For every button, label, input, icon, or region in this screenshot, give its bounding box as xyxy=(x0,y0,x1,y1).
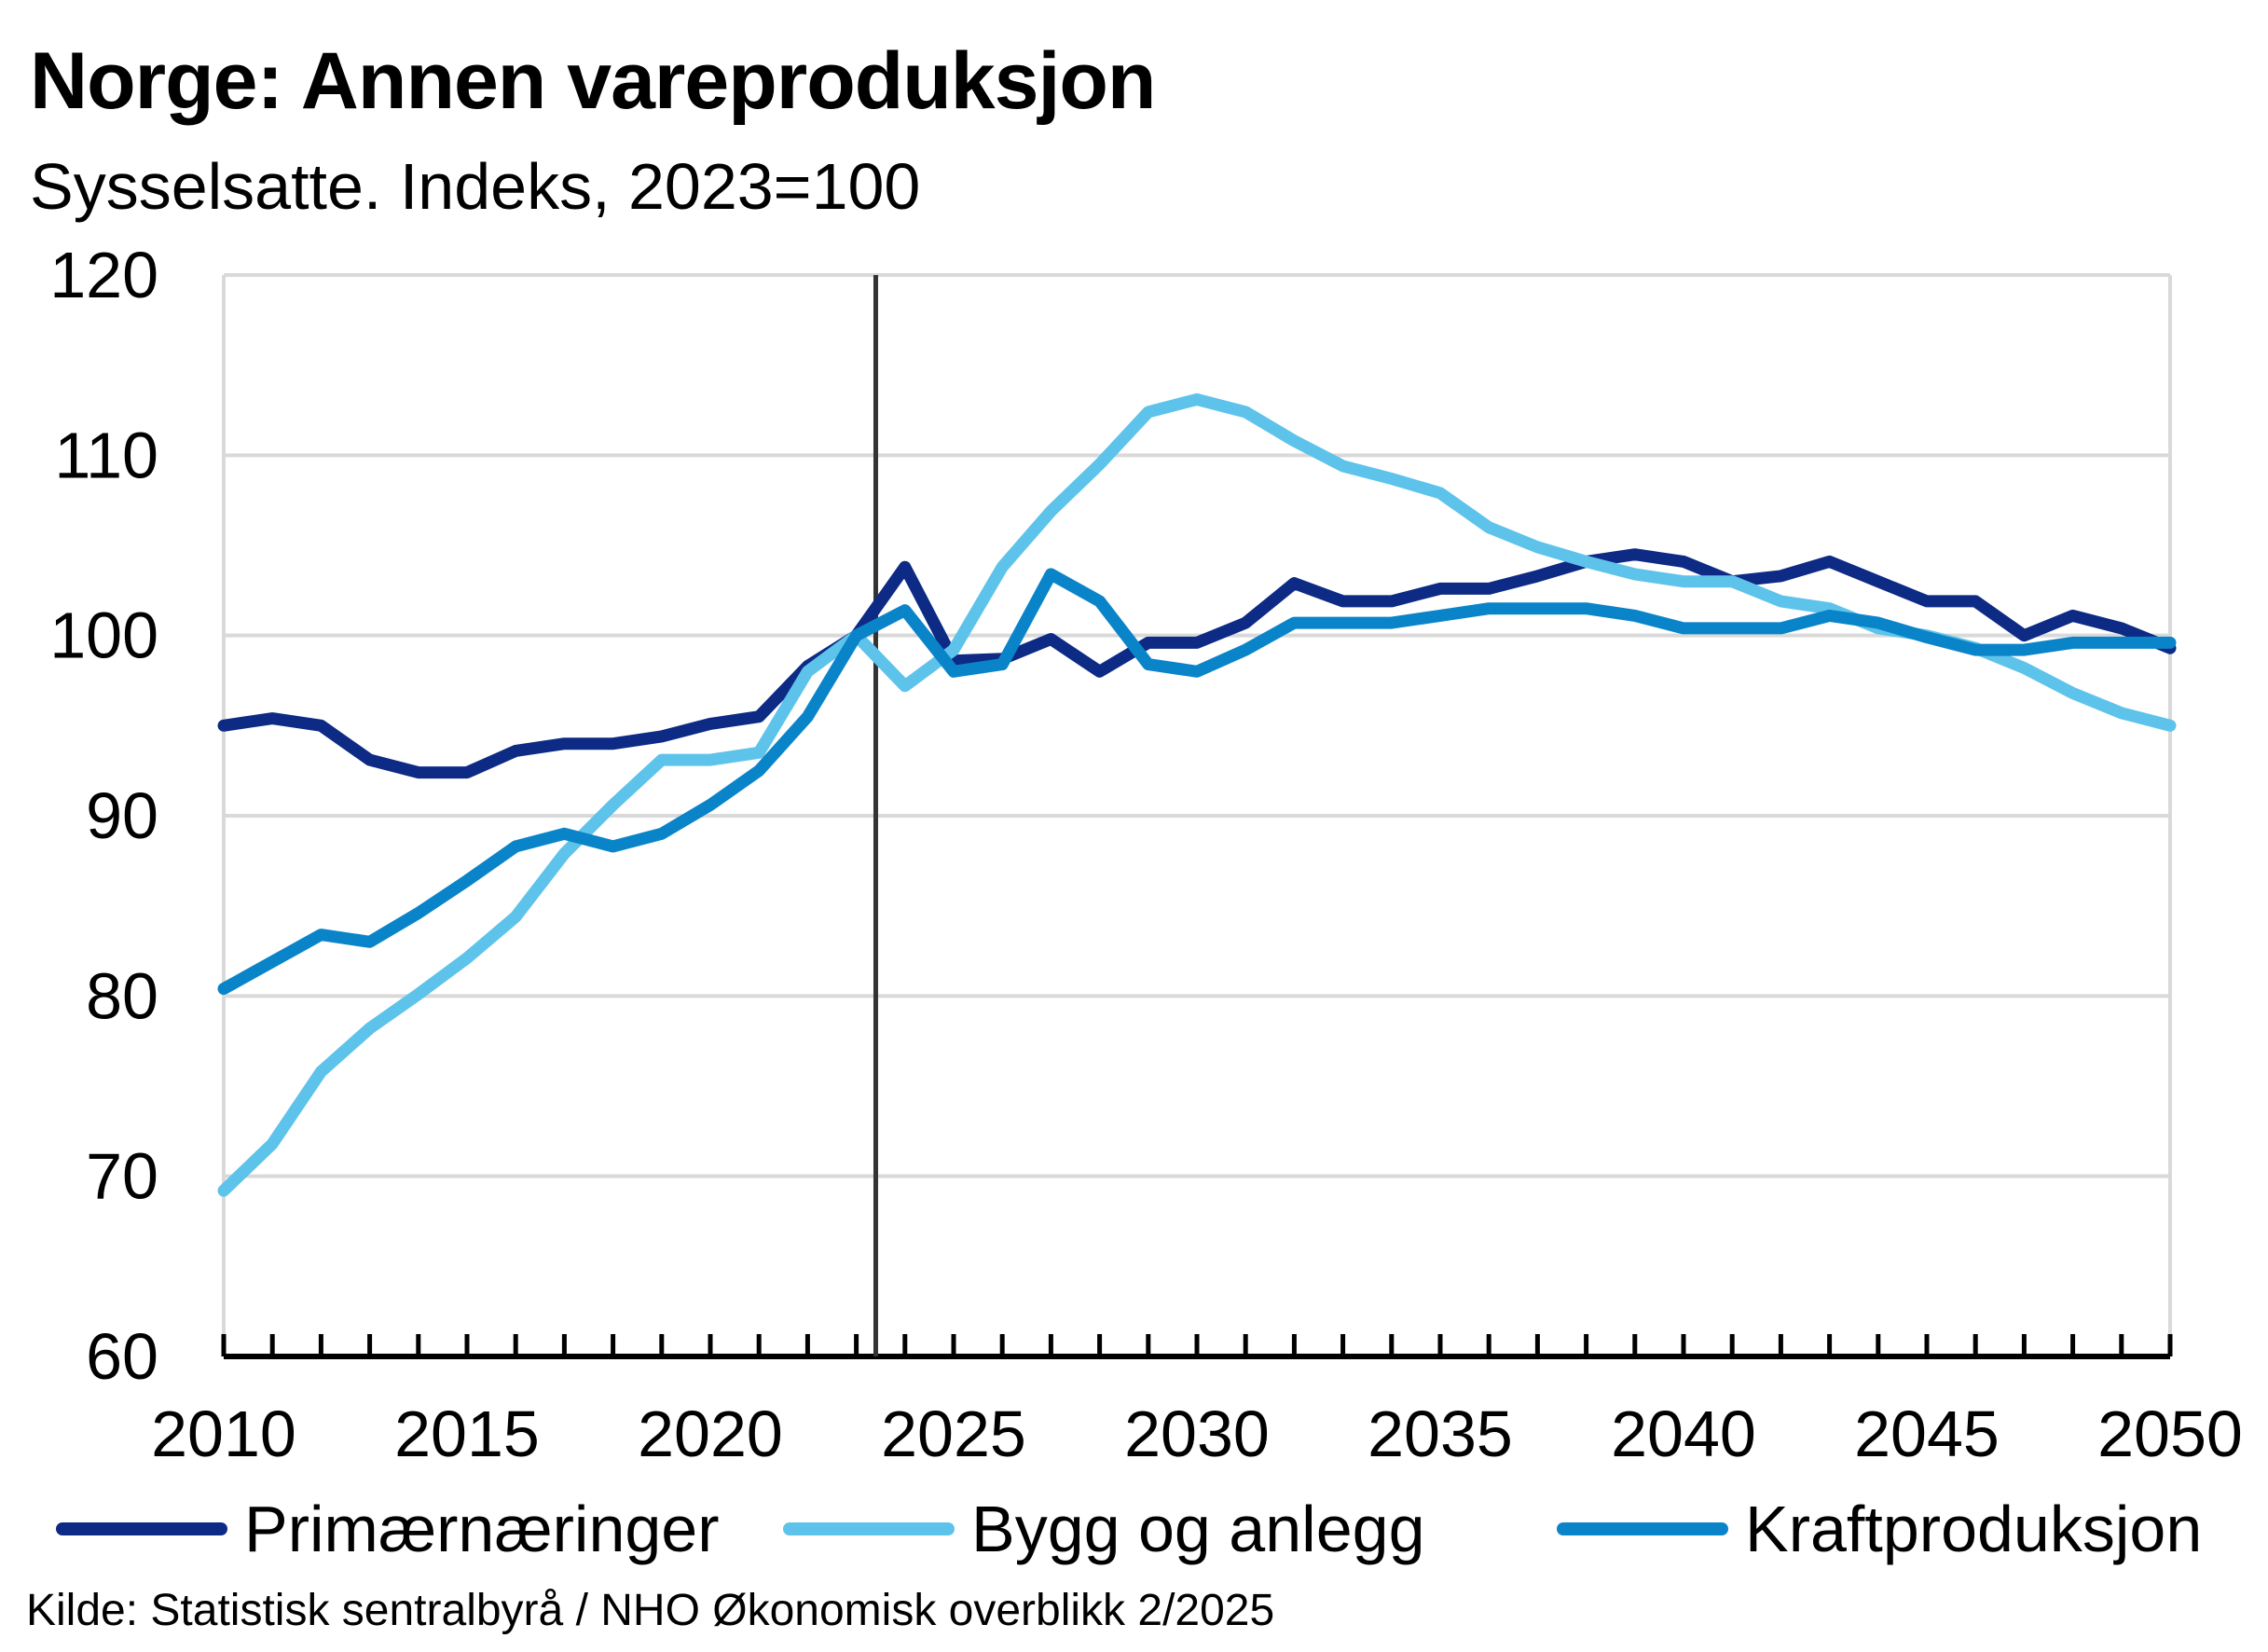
x-tick-label: 2035 xyxy=(1368,1397,1513,1470)
legend-item-kraftproduksjon: Kraftproduksjon xyxy=(1557,1492,2202,1566)
legend-item-bygg-og-anlegg: Bygg og anlegg xyxy=(783,1492,1425,1566)
y-tick-label: 80 xyxy=(86,959,158,1032)
series-lines xyxy=(217,392,2177,1197)
legend-label: Primærnæringer xyxy=(244,1493,720,1565)
y-tick-label: 120 xyxy=(49,239,158,311)
y-axis-tick-labels: 60 70 80 90 100 110 120 xyxy=(49,239,158,1393)
series-line-3 xyxy=(217,568,2177,996)
legend: Primærnæringer Bygg og anlegg Kraftprodu… xyxy=(56,1492,2268,1566)
series-line-2 xyxy=(217,392,2177,1197)
y-tick-label: 100 xyxy=(49,599,158,672)
chart-title: Norge: Annen vareproduksjon xyxy=(30,36,1156,126)
x-tick-label: 2040 xyxy=(1611,1397,1756,1470)
source-note: Kilde: Statistisk sentralbyrå / NHO Økon… xyxy=(26,1586,1275,1635)
x-axis-tick-labels: 2010 2015 2020 2025 2030 2035 2040 2045 2050 xyxy=(151,1397,2243,1470)
legend-label: Kraftproduksjon xyxy=(1745,1493,2203,1565)
x-tick-label: 2045 xyxy=(1854,1397,2000,1470)
x-tick-label: 2025 xyxy=(881,1397,1026,1470)
series-line-1 xyxy=(217,548,2177,779)
x-tick-label: 2015 xyxy=(394,1397,540,1470)
y-tick-label: 70 xyxy=(86,1140,158,1213)
chart-subtitle: Sysselsatte. Indeks, 2023=100 xyxy=(30,150,921,223)
x-tick-label: 2010 xyxy=(151,1397,296,1470)
legend-swatch-primaernaeringer xyxy=(56,1522,227,1535)
legend-swatch-kraftproduksjon xyxy=(1557,1522,1728,1535)
y-tick-label: 90 xyxy=(86,779,158,852)
legend-label: Bygg og anlegg xyxy=(971,1493,1425,1565)
y-tick-label: 110 xyxy=(54,419,158,491)
legend-item-primaernaeringer: Primærnæringer xyxy=(56,1492,720,1566)
y-tick-label: 60 xyxy=(86,1320,158,1393)
x-tick-label: 2030 xyxy=(1124,1397,1270,1470)
x-tick-label: 2020 xyxy=(638,1397,783,1470)
legend-swatch-bygg-og-anlegg xyxy=(783,1522,955,1535)
x-tick-label: 2050 xyxy=(2097,1397,2243,1470)
gridlines xyxy=(224,273,2170,1178)
x-axis-ticks xyxy=(221,1334,2173,1356)
